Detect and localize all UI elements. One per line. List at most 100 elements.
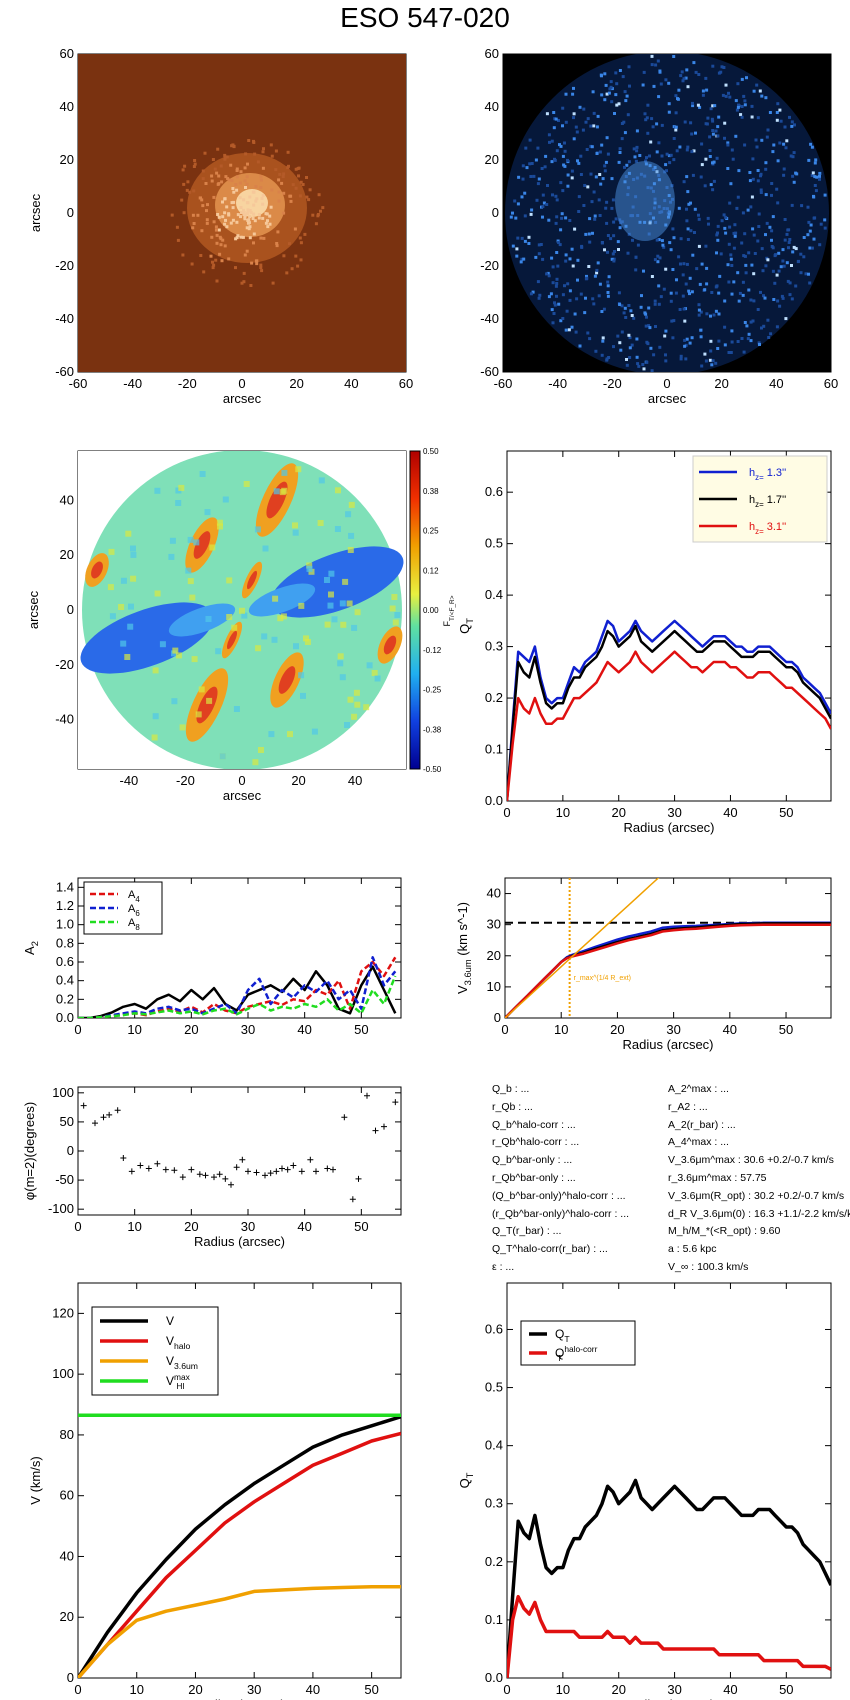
image-blue-speck	[813, 184, 817, 187]
force-map-texture	[175, 500, 182, 506]
phase-point	[313, 1168, 319, 1175]
image-blue-speck	[606, 291, 610, 294]
image-blue-speck	[660, 239, 664, 243]
image-orange-clump	[285, 271, 289, 275]
image-blue-speck	[714, 361, 718, 365]
image-blue-speck	[536, 146, 540, 150]
image-blue-speck	[751, 157, 755, 161]
image-blue-speck	[764, 233, 767, 237]
image-blue-speck	[766, 258, 770, 262]
image-blue-speck	[558, 243, 562, 247]
image-orange-clump	[221, 200, 224, 204]
image-blue-speck	[697, 303, 701, 307]
image-blue-speck	[550, 256, 554, 260]
image-blue-speck	[521, 177, 525, 181]
image-blue-speck	[764, 161, 768, 165]
force-map-texture	[154, 590, 161, 597]
qt-series-line-2	[507, 650, 831, 801]
image-blue-speck	[589, 124, 593, 128]
image-orange-clump	[242, 198, 246, 202]
image-blue-speck	[765, 221, 769, 225]
image-blue-speck	[652, 353, 656, 357]
force-map-texture	[335, 487, 341, 494]
image-blue-speck	[723, 325, 727, 329]
image-blue-speck	[660, 154, 664, 158]
a2-profile-ytick-label: 0.2	[56, 991, 74, 1006]
image-blue-speck	[726, 263, 730, 267]
image-blue-speck	[585, 274, 588, 278]
vrot-profile-ytick-label: 20	[487, 948, 501, 963]
force-map-texture	[306, 562, 313, 569]
image-blue-speck	[664, 163, 668, 167]
colorbar-tick-label: -0.12	[423, 646, 442, 655]
image-blue-speck	[571, 92, 575, 96]
force-map-texture	[304, 639, 311, 645]
image-blue-speck	[740, 241, 744, 245]
image-blue-speck	[577, 161, 581, 165]
image-blue-speck	[549, 292, 553, 296]
a2-series-line-3	[78, 975, 397, 1018]
image-blue-speck	[743, 103, 747, 107]
image-blue-speck	[785, 139, 789, 143]
force-map-xlabel: arcsec	[223, 788, 262, 803]
phase-point	[92, 1120, 98, 1127]
image-orange-clump	[239, 170, 243, 174]
image-blue-speck	[596, 114, 600, 118]
image-orange-clump	[246, 208, 250, 212]
image-blue-speck	[671, 336, 675, 340]
image-blue-speck	[712, 179, 716, 183]
params-left-column: Q_b : ... r_Qb : ... Q_b^halo-corr : ... r_…	[492, 1081, 629, 1277]
image-orange-clump	[266, 225, 270, 229]
image-blue-speck	[555, 198, 559, 202]
image-orange-clump	[289, 199, 293, 203]
force-map-texture	[273, 488, 280, 495]
image-blue-speck	[541, 257, 545, 261]
image-orange-clump	[255, 259, 259, 263]
image-blue-speck	[583, 184, 587, 187]
param-line: (Q_b^bar-only)^halo-corr : ...	[492, 1189, 626, 1202]
image-blue-speck	[721, 93, 725, 97]
vmodel-profile-ytick-label: 40	[60, 1548, 74, 1563]
image-blue-speck	[750, 263, 754, 267]
image-orange-clump	[259, 178, 263, 182]
image-orange-clump	[262, 147, 265, 151]
image-blue-speck	[639, 305, 643, 309]
image-blue-speck	[600, 93, 604, 97]
image-blue-speck	[645, 156, 648, 160]
a2-profile-ytick-label: 1.2	[56, 898, 74, 913]
image-blue-speck	[600, 353, 604, 357]
image-blue-speck	[704, 76, 708, 80]
image-orange-clump	[299, 258, 303, 262]
force-map-texture	[306, 565, 313, 572]
vrot-profile-xtick-label: 10	[554, 1022, 568, 1037]
force-map-texture	[169, 537, 176, 544]
image-blue-speck	[655, 122, 659, 126]
image-blue-speck	[693, 207, 697, 211]
image-blue-speck	[667, 110, 671, 114]
image-blue-speck	[529, 175, 533, 178]
image-blue-speck	[782, 142, 786, 146]
image-blue-speck	[661, 243, 665, 247]
image-blue-speck	[708, 135, 712, 139]
image-blue-speck	[784, 146, 788, 150]
image-blue-speck	[613, 112, 616, 115]
image-orange-clump	[245, 249, 249, 253]
image-blue-speck	[606, 294, 610, 298]
force-map-texture	[298, 672, 305, 679]
image-orange-clump	[317, 193, 321, 197]
force-map-ytick-label: 20	[60, 547, 74, 562]
force-map-xtick-label: 40	[348, 773, 362, 788]
force-map-texture	[261, 633, 268, 640]
image-blue-speck	[723, 226, 727, 230]
phase-point	[290, 1162, 297, 1169]
image-blue-speck	[679, 262, 682, 266]
image-blue-speck	[760, 326, 763, 330]
image-blue-speck	[582, 107, 586, 111]
vmodel-profile-ytick-label: 120	[52, 1305, 74, 1320]
image-blue-speck	[737, 169, 741, 173]
param-line: r_A2 : ...	[668, 1100, 708, 1113]
image-blue-speck	[688, 341, 692, 345]
image-blue-speck	[690, 336, 694, 340]
image-orange-clump	[282, 172, 286, 176]
image-orange-clump	[214, 225, 218, 229]
